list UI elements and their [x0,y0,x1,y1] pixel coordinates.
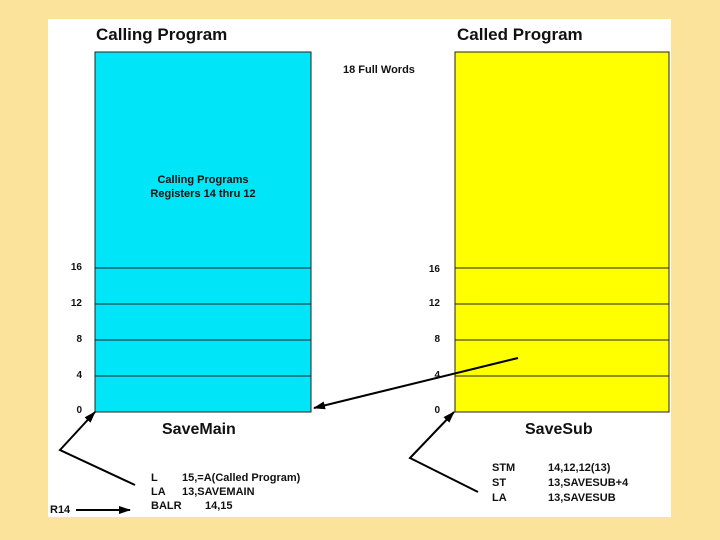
calling-offset-4: 4 [76,370,82,381]
called-offset-4: 4 [434,370,440,381]
savesub-pointer [408,411,479,493]
calling-code-op-3: BALR [151,500,182,512]
calling-code-op-2: LA [151,486,166,498]
calling-code-operands-1: 15,=A(Called Program) [182,472,301,484]
called-code-operands-3: 13,SAVESUB [548,492,616,504]
called-code-op-2: ST [492,477,507,489]
calling-code-operands-2: 13,SAVEMAIN [182,486,255,498]
called-program-heading: Called Program [457,25,583,44]
called-code-operands-2: 13,SAVESUB+4 [548,477,629,489]
r14-label: R14 [50,504,71,516]
calling-area-text-line2: Registers 14 thru 12 [150,188,256,200]
backchain-arrow [313,357,519,410]
called-offset-16: 16 [428,264,440,275]
calling-area-text-line1: Calling Programs [157,174,249,186]
called-offset-8: 8 [434,334,440,345]
calling-save-area [94,51,312,413]
called-save-area [454,51,670,413]
savemain-label: SaveMain [162,421,236,438]
called-code-op-1: STM [492,462,516,474]
calling-offset-16: 16 [70,262,82,273]
savemain-pointer [58,411,136,486]
calling-code-op-1: L [151,472,158,484]
calling-program-heading: Calling Program [96,25,228,44]
called-code-op-3: LA [492,492,507,504]
called-offset-12: 12 [428,298,440,309]
called-offset-0: 0 [434,405,440,416]
called-code-operands-1: 14,12,12(13) [548,462,611,474]
calling-offset-12: 12 [70,298,82,309]
savesub-label: SaveSub [525,421,593,438]
calling-offset-0: 0 [76,405,82,416]
calling-code-operands-3: 14,15 [205,500,233,512]
calling-offset-8: 8 [76,334,82,345]
size-note: 18 Full Words [343,64,415,76]
